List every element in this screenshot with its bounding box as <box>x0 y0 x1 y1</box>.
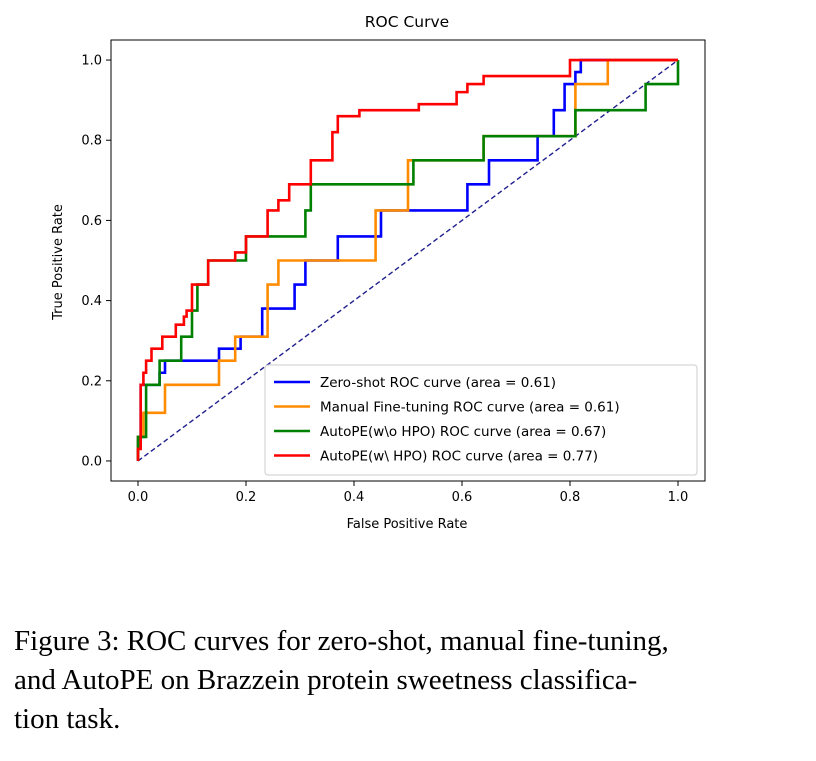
diagonal-reference-line <box>137 59 679 462</box>
y-tick-label: 0.4 <box>81 294 102 309</box>
y-tick-label: 1.0 <box>81 54 102 69</box>
y-tick-label: 0.6 <box>81 214 102 229</box>
series-line-2 <box>136 60 680 461</box>
y-tick-label: 0.0 <box>81 454 102 469</box>
plot-area: 0.0 0.2 0.4 0.6 0.8 1.0 0.0 0.2 0.4 0.6 0.8 1.0 <box>81 39 706 505</box>
legend-label-1: Manual Fine-tuning ROC curve (area = 0.6… <box>320 400 620 416</box>
x-tick-label: 1.0 <box>668 490 689 505</box>
legend-label-3: AutoPE(w\ HPO) ROC curve (area = 0.77) <box>320 449 598 465</box>
legend-label-2: AutoPE(w\o HPO) ROC curve (area = 0.67) <box>320 424 606 440</box>
caption-line-1: Figure 3: ROC curves for zero-shot, manu… <box>14 625 669 657</box>
series-line-3 <box>136 58 678 461</box>
legend-label-0: Zero-shot ROC curve (area = 0.61) <box>320 375 556 391</box>
x-tick-label: 0.6 <box>452 490 473 505</box>
x-axis-label: False Positive Rate <box>347 517 468 532</box>
y-tick-label: 0.2 <box>81 374 102 389</box>
x-tick-label: 0.8 <box>560 490 581 505</box>
caption-line-2: and AutoPE on Brazzein protein sweetness… <box>14 664 638 696</box>
caption-line-3: tion task. <box>14 703 121 735</box>
figure-caption: Figure 3: ROC curves for zero-shot, manu… <box>14 622 804 739</box>
chart-title: ROC Curve <box>365 13 449 31</box>
legend-box <box>264 364 698 476</box>
x-tick-label: 0.0 <box>128 490 149 505</box>
x-tick-label: 0.4 <box>344 490 365 505</box>
y-axis-label: True Positive Rate <box>51 204 66 321</box>
roc-figure: ROC Curve 0.0 0.2 0.4 0.6 0.8 1.0 0.0 0.2 0.4 0.6… <box>51 13 706 532</box>
legend: Zero-shot ROC curve (area = 0.61) Manual … <box>264 364 698 476</box>
y-tick-label: 0.8 <box>81 134 102 149</box>
plot-frame <box>110 39 706 482</box>
x-tick-label: 0.2 <box>236 490 257 505</box>
